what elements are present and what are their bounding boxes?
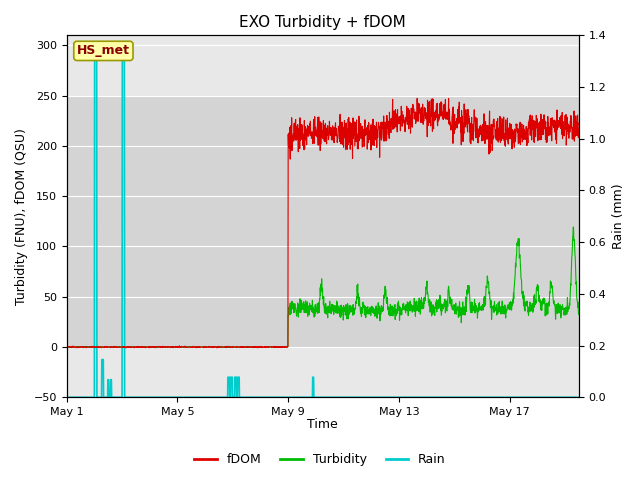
Bar <box>67 96 579 347</box>
Y-axis label: Turbidity (FNU), fDOM (QSU): Turbidity (FNU), fDOM (QSU) <box>15 128 28 305</box>
Text: HS_met: HS_met <box>77 44 130 58</box>
X-axis label: Time: Time <box>307 419 338 432</box>
Title: EXO Turbidity + fDOM: EXO Turbidity + fDOM <box>239 15 406 30</box>
Y-axis label: Rain (mm): Rain (mm) <box>612 183 625 249</box>
Legend: fDOM, Turbidity, Rain: fDOM, Turbidity, Rain <box>189 448 451 471</box>
